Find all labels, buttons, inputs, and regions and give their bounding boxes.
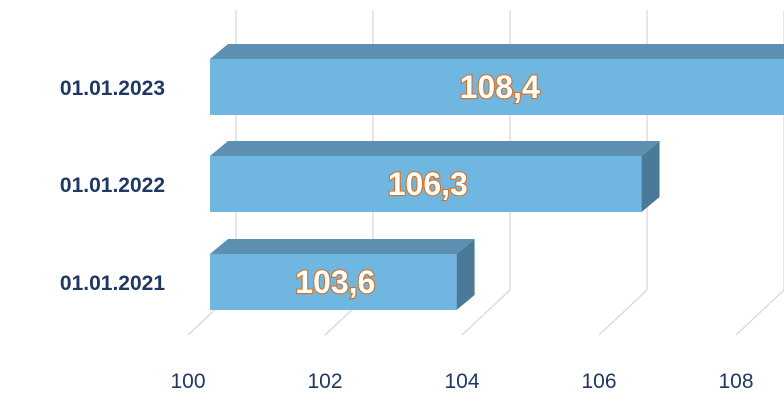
bar: [210, 141, 660, 212]
x-tick-label: 104: [444, 370, 479, 393]
gridline-floor: [735, 289, 784, 336]
category-label: 01.01.2022: [60, 174, 165, 197]
bar-top-face: [210, 141, 660, 156]
x-tick-label: 102: [307, 370, 342, 393]
gridline-floor: [598, 289, 648, 336]
bar: [210, 239, 475, 310]
bar-front-face: [210, 156, 642, 212]
data-labels: 108,4 106,3 103,6: [294, 68, 541, 301]
bar-front-face: [210, 59, 784, 115]
x-tick-label: 100: [170, 370, 205, 393]
bar-side-face: [641, 141, 660, 212]
x-tick-label: 106: [581, 370, 616, 393]
bar: [210, 44, 784, 115]
bar-side-face: [456, 239, 475, 310]
gridline-floor: [461, 289, 511, 336]
x-axis-tick-labels: 100 102 104 106 108: [170, 370, 753, 393]
bar-top-face: [210, 44, 784, 59]
data-label: 108,4: [460, 69, 540, 105]
x-tick-label: 108: [718, 370, 753, 393]
bar-front-face: [210, 254, 457, 310]
category-labels: 01.01.2023 01.01.2022 01.01.2021: [60, 77, 165, 295]
data-label: 106,3: [388, 166, 468, 202]
bars: [210, 44, 784, 310]
bar-top-face: [210, 239, 475, 254]
category-label: 01.01.2023: [60, 77, 165, 100]
data-label: 103,6: [295, 264, 375, 300]
category-label: 01.01.2021: [60, 272, 165, 295]
